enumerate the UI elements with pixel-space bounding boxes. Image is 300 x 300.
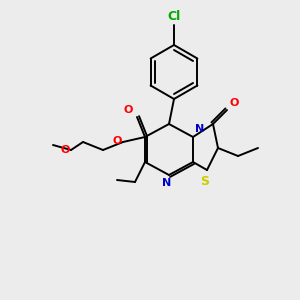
Text: O: O [112,136,122,146]
Text: S: S [200,175,209,188]
Text: N: N [162,178,172,188]
Text: N: N [195,124,204,134]
Text: Cl: Cl [167,10,181,23]
Text: O: O [229,98,238,108]
Text: O: O [61,145,70,155]
Text: O: O [124,105,133,115]
